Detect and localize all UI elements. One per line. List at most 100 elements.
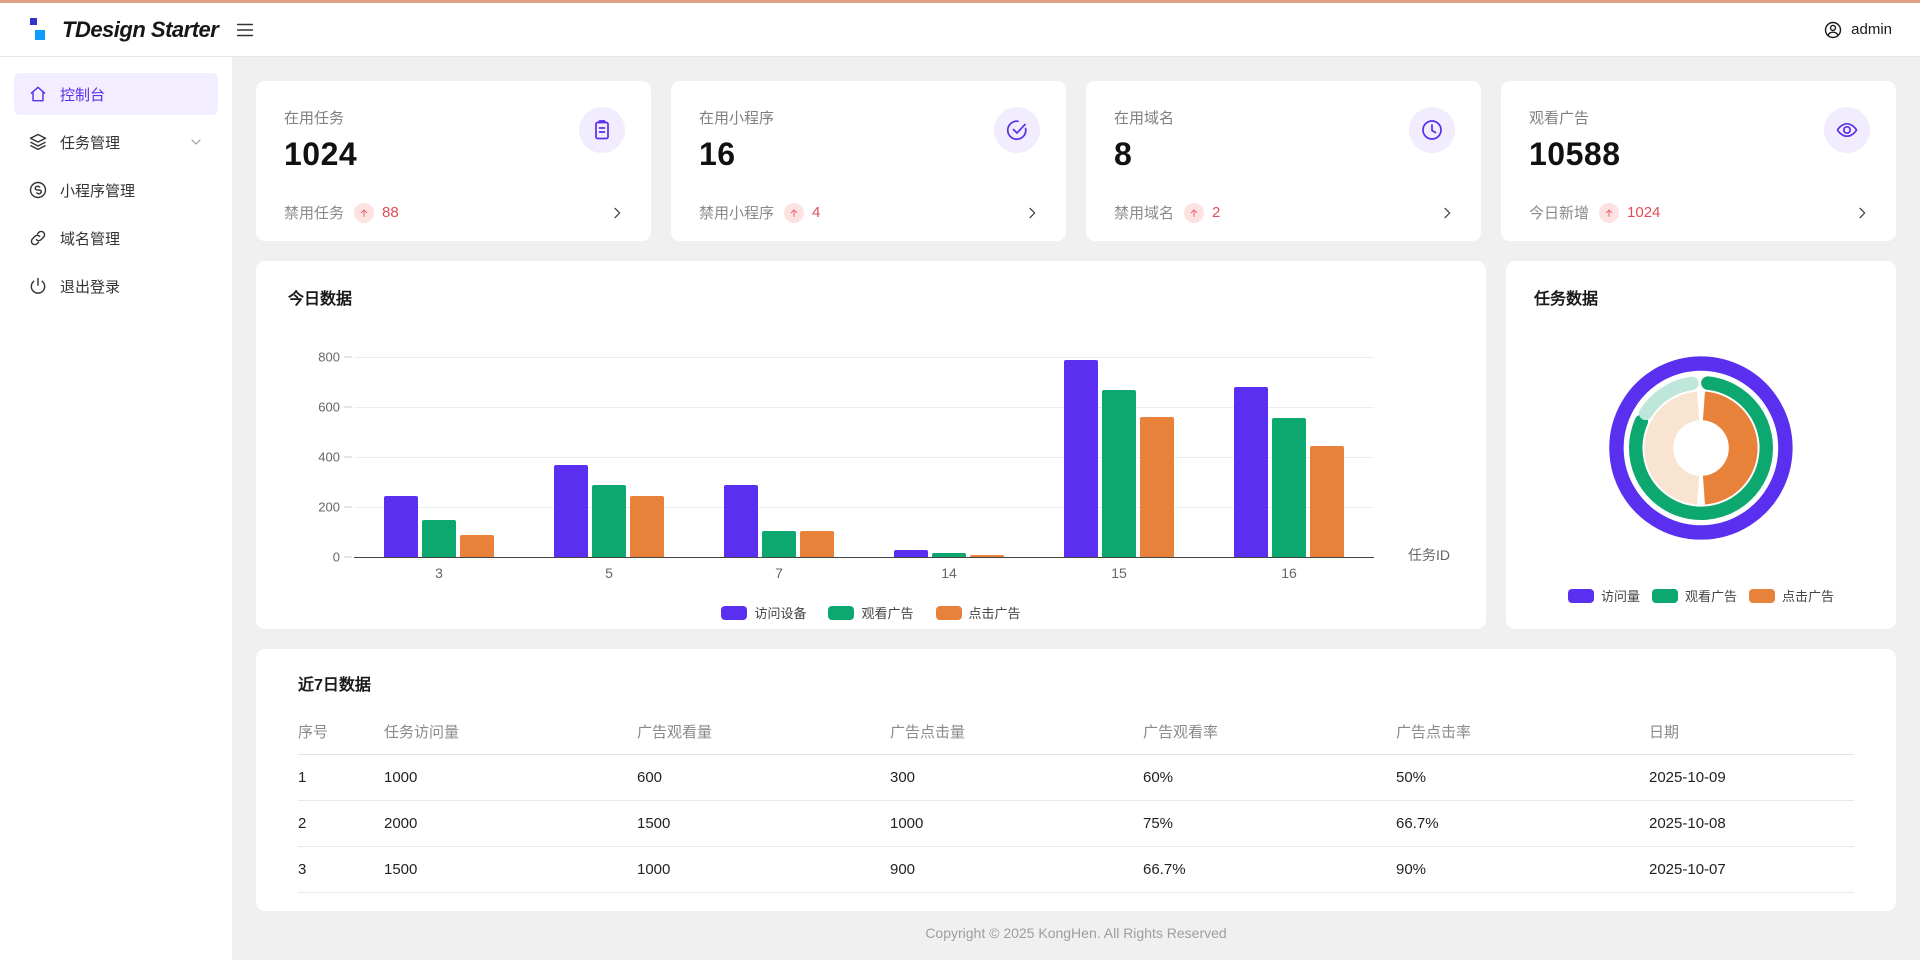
stat-card-footer: 今日新增 1024 (1529, 202, 1870, 223)
bar-访问设备-14 (894, 549, 928, 557)
task-data-card: 任务数据 访问量 观看广告 点击广告 (1506, 261, 1896, 629)
logo[interactable]: TDesign Starter (28, 16, 219, 44)
stat-card-value: 10588 (1529, 136, 1621, 172)
table-cell: 2 (298, 800, 384, 847)
main-content: 在用任务 1024 禁用任务 88 在用小程序 16 禁用小程序 4 在用域名 … (232, 57, 1920, 960)
bar-点击广告-16 (1310, 445, 1344, 557)
legend-item-观看广告[interactable]: 观看广告 (1651, 586, 1737, 605)
table-row: 1 1000 600 300 60% 50% 2025-10-09 (298, 754, 1854, 801)
y-tick-mark (344, 406, 352, 408)
stat-card-detail-link[interactable] (1439, 205, 1455, 221)
gridline-0: 0 (333, 550, 1374, 565)
legend-item-点击广告[interactable]: 点击广告 (935, 603, 1021, 622)
table-col-header-任务访问量: 任务访问量 (384, 709, 637, 755)
table-col-header-广告观看量: 广告观看量 (637, 709, 890, 755)
trend-up-badge (1184, 202, 1205, 223)
chevron-right-icon (1439, 205, 1455, 221)
user-menu[interactable]: admin (1823, 20, 1892, 40)
user-icon (1823, 20, 1843, 40)
table-cell: 50% (1396, 754, 1649, 801)
legend-swatch (721, 605, 748, 620)
stat-card-active-miniprograms: 在用小程序 16 禁用小程序 4 (671, 81, 1066, 241)
stat-card-detail-link[interactable] (1024, 205, 1040, 221)
legend-swatch (1567, 588, 1594, 603)
legend-item-访问设备[interactable]: 访问设备 (721, 603, 806, 622)
legend-item-访问量[interactable]: 访问量 (1567, 586, 1640, 605)
sidebar-item-domain-management[interactable]: 域名管理 (14, 217, 218, 259)
donut-segment-观看广告 (1629, 375, 1773, 520)
legend-swatch (1651, 588, 1678, 603)
stat-cards-row: 在用任务 1024 禁用任务 88 在用小程序 16 禁用小程序 4 在用域名 … (256, 81, 1896, 241)
table-col-header-广告观看率: 广告观看率 (1143, 709, 1396, 755)
layers-icon (28, 132, 48, 152)
stat-card-footer: 禁用域名 2 (1114, 202, 1455, 223)
stat-card-icon-wrap (1409, 107, 1455, 153)
table-cell: 2000 (384, 800, 637, 847)
legend-item-点击广告[interactable]: 点击广告 (1749, 586, 1834, 605)
stat-card-detail-link[interactable] (1854, 205, 1870, 221)
sidebar-item-console[interactable]: 控制台 (14, 73, 218, 115)
sidebar-item-label: 小程序管理 (60, 182, 136, 200)
stat-card-label: 观看广告 (1529, 110, 1590, 127)
chevron-right-icon (609, 205, 625, 221)
stat-card-trend-value: 4 (812, 204, 821, 221)
bar-观看广告-5 (592, 484, 626, 557)
x-axis-name: 任务ID (1408, 547, 1450, 563)
donut-segment-观看广告-浅色 (1638, 376, 1699, 420)
stat-card-label: 在用任务 (284, 110, 345, 127)
check-circle-icon (1005, 118, 1029, 142)
legend-item-观看广告[interactable]: 观看广告 (828, 603, 914, 622)
bar-观看广告-14 (932, 553, 966, 557)
dashboard-icon (28, 84, 48, 104)
table-cell: 90% (1396, 846, 1649, 893)
sidebar-item-task-management[interactable]: 任务管理 (14, 121, 218, 163)
donut-segment-点击广告-浅色 (1644, 391, 1700, 504)
arrow-up-icon (358, 207, 370, 219)
menu-toggle-icon[interactable] (234, 19, 256, 41)
table-header-row: 序号 任务访问量 广告观看量 广告点击量 广告观看率 广告点击率 日期 (298, 709, 1854, 755)
bar-chart-plot: 任务ID 0 200 400 600 800 (318, 350, 1450, 565)
stat-card-active-domains: 在用域名 8 禁用域名 2 (1086, 81, 1481, 241)
bar-group-15 (1034, 357, 1204, 557)
legend-label: 访问设备 (754, 606, 807, 621)
legend-swatch (1749, 588, 1775, 603)
bar-group-3 (354, 357, 524, 557)
bar-group-16 (1204, 357, 1374, 557)
table-cell: 3 (298, 846, 384, 893)
x-tick-label-14: 14 (941, 565, 957, 581)
x-tick-label-16: 16 (1281, 565, 1297, 581)
bar-点击广告-3 (460, 534, 494, 557)
bar-group-14 (864, 357, 1034, 557)
legend-label: 访问量 (1600, 589, 1640, 604)
table-cell: 1 (298, 754, 384, 801)
stat-card-detail-link[interactable] (609, 205, 625, 221)
y-tick-mark (344, 356, 352, 358)
y-tick-label: 200 (318, 499, 340, 515)
bar-观看广告-7 (762, 530, 796, 557)
stat-card-value: 1024 (284, 136, 358, 172)
clipboard-icon (590, 118, 614, 142)
table-cell: 900 (890, 846, 1143, 893)
link-icon (28, 228, 48, 248)
x-axis-labels: 3 5 7 14 15 16 (354, 565, 1374, 581)
stat-card-icon-wrap (579, 107, 625, 153)
table-col-header-广告点击量: 广告点击量 (890, 709, 1143, 755)
clock-icon (1420, 118, 1444, 142)
table-col-header-广告点击率: 广告点击率 (1396, 709, 1649, 755)
y-tick-mark (344, 506, 352, 508)
user-icon (1823, 20, 1843, 40)
table-cell: 1500 (384, 846, 637, 893)
bar-访问设备-7 (724, 484, 758, 557)
y-tick-label: 600 (318, 399, 340, 415)
table-cell: 60% (1143, 754, 1396, 801)
legend-swatch (935, 605, 962, 620)
stat-card-value: 8 (1114, 136, 1133, 172)
x-tick-label-5: 5 (605, 565, 613, 581)
bar-访问设备-3 (384, 495, 418, 557)
sidebar-item-logout[interactable]: 退出登录 (14, 265, 218, 307)
sidebar-item-miniprogram-management[interactable]: 小程序管理 (14, 169, 218, 211)
bar-chart-title: 今日数据 (288, 291, 353, 308)
stat-card-trend-value: 2 (1212, 204, 1221, 221)
stat-card-trend-value: 1024 (1627, 204, 1661, 221)
y-tick-label: 0 (332, 549, 340, 565)
